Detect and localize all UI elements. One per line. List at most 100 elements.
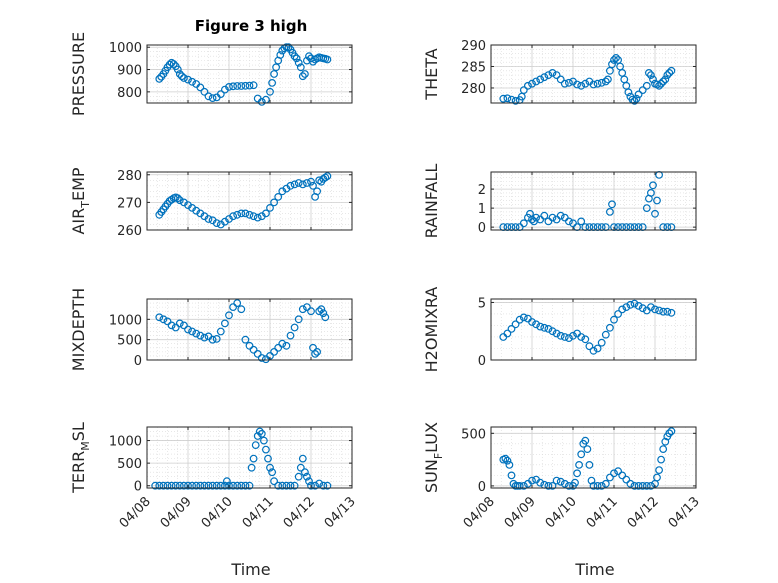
data-point [247, 463, 256, 472]
data-point [532, 213, 540, 222]
data-point [630, 299, 639, 308]
data-point [597, 78, 606, 87]
data-point [155, 313, 164, 322]
data-point [618, 471, 627, 480]
data-point [532, 320, 540, 329]
data-point [307, 307, 315, 316]
data-point [233, 481, 242, 490]
data-point [544, 482, 553, 490]
data-point [212, 335, 221, 343]
data-point [653, 473, 661, 482]
axes-box [490, 44, 697, 104]
data-point [571, 478, 579, 487]
data-point [632, 94, 641, 103]
data-point [315, 176, 324, 185]
data-point [305, 52, 313, 61]
data-point [556, 75, 565, 84]
data-point [179, 481, 188, 490]
series-terr_msl [151, 427, 332, 490]
data-point [294, 315, 303, 324]
data-point [200, 333, 209, 342]
data-point [249, 81, 258, 90]
data-point [519, 86, 528, 94]
data-point [540, 323, 549, 332]
data-point [225, 481, 233, 490]
data-point [173, 65, 182, 74]
data-point [585, 342, 594, 351]
data-point [624, 88, 633, 97]
data-point [610, 469, 618, 478]
y-tick-label: 1000 [109, 435, 142, 450]
data-point [649, 75, 657, 84]
data-point [303, 179, 311, 187]
y-tick-label: 500 [117, 457, 142, 472]
data-point [593, 344, 602, 353]
data-point [225, 311, 233, 320]
data-point [604, 75, 612, 84]
data-point [251, 441, 260, 450]
data-point [499, 94, 508, 103]
data-point [647, 482, 655, 490]
data-point [155, 74, 164, 83]
data-point [301, 468, 309, 477]
data-point [249, 345, 258, 354]
data-point [606, 323, 614, 332]
y-axis-label-terr_msl: TERRMSL [69, 422, 92, 494]
data-point [249, 454, 258, 463]
data-point [294, 472, 303, 481]
data-point [524, 213, 532, 222]
data-point [647, 71, 655, 79]
data-point [303, 472, 311, 481]
data-point [290, 481, 299, 490]
y-tick-label: 900 [117, 64, 142, 79]
data-point [184, 481, 192, 490]
data-point [536, 75, 545, 84]
data-point [159, 481, 168, 490]
data-point [175, 319, 184, 328]
data-point [208, 94, 217, 102]
data-point [284, 43, 293, 52]
data-point [552, 329, 561, 338]
data-point [528, 79, 536, 88]
subplot-theta: 280 285 290 THETA [422, 39, 697, 105]
data-point [274, 481, 283, 490]
data-point [278, 339, 287, 348]
data-point [237, 209, 246, 218]
data-point [540, 211, 549, 220]
data-point [249, 212, 258, 221]
axes-box [490, 426, 697, 489]
data-point [560, 333, 569, 341]
data-point [188, 327, 197, 336]
data-point [528, 215, 536, 224]
data-point [229, 303, 238, 312]
data-point [653, 196, 661, 205]
data-point [241, 481, 250, 490]
data-point [268, 468, 277, 477]
data-point [315, 307, 324, 316]
data-point [552, 71, 561, 79]
data-point [296, 463, 305, 472]
data-point [321, 173, 330, 182]
y-tick-label: 0 [134, 480, 142, 495]
data-point [192, 329, 201, 338]
data-point [229, 212, 238, 221]
data-point [307, 177, 315, 186]
data-point [575, 461, 583, 469]
data-point [569, 331, 577, 340]
data-point [233, 299, 242, 308]
data-point [163, 317, 172, 326]
data-point [587, 476, 596, 485]
series-sun_flux [499, 427, 676, 490]
data-point [298, 305, 307, 314]
data-point [282, 481, 291, 490]
data-point [167, 481, 176, 490]
y-tick-label: 290 [461, 39, 486, 54]
y-tick-label: 0 [478, 480, 486, 495]
data-point [661, 437, 670, 446]
y-tick-label: 280 [117, 169, 142, 184]
data-point [163, 481, 172, 490]
data-point [303, 303, 311, 312]
data-point [597, 338, 606, 347]
data-point [245, 481, 254, 490]
subplot-pressure: 800 900 1000 PRESSURE [69, 32, 353, 116]
